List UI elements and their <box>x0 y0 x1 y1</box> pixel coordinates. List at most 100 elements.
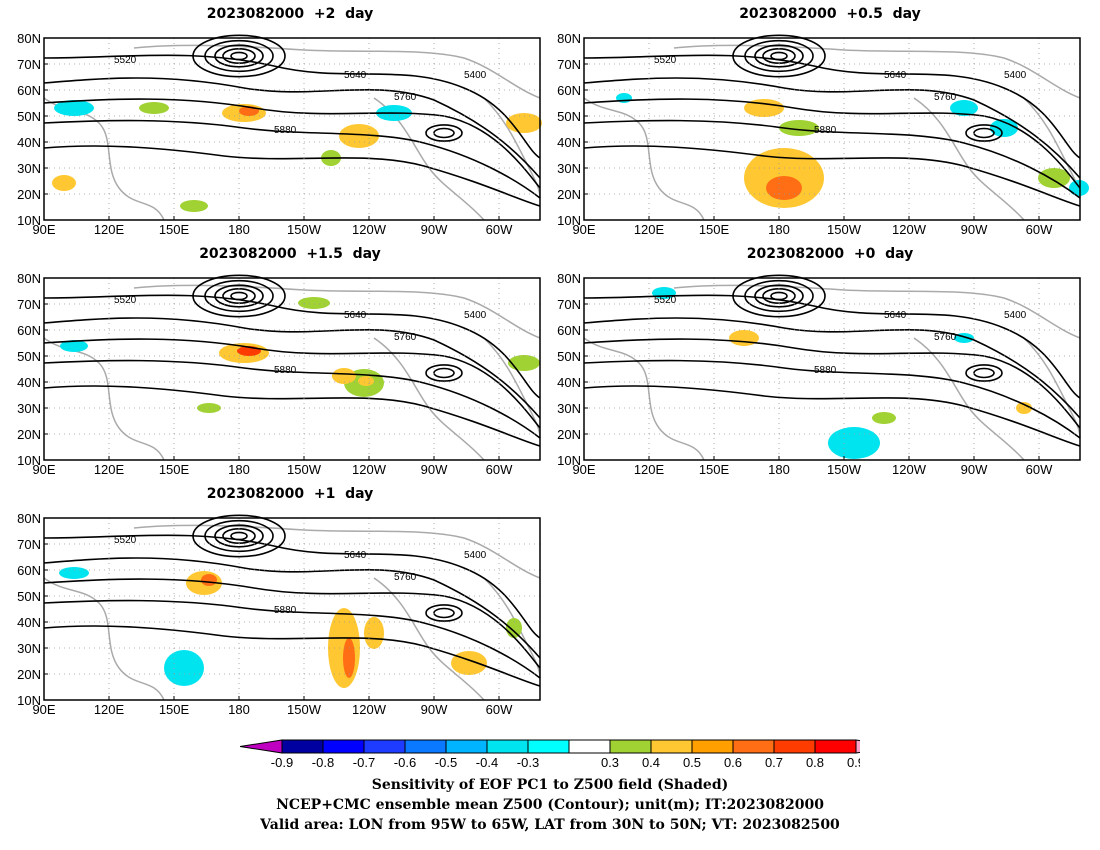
colorbar-box <box>322 739 365 754</box>
panel-plus-0-day: 2023082000 +0 day 5400 5520 5640 5760 5880 80… <box>557 240 1081 477</box>
coast-arctic <box>673 44 1081 99</box>
contour-label: 5760 <box>394 332 417 343</box>
lat-tick-label: 70N <box>557 297 581 312</box>
contour-line <box>583 145 1081 207</box>
colorbar-tick-label: -0.5 <box>435 755 457 770</box>
coast-east-na <box>483 337 541 439</box>
contour-label: 5640 <box>344 310 367 321</box>
lon-tick-label: 60W <box>486 222 513 237</box>
contour-label: 5640 <box>884 310 907 321</box>
contour-label: 5760 <box>934 92 957 103</box>
z500-contours <box>583 34 1081 207</box>
map-plot: 5400 5520 5640 5760 5880 80N 70N 60N 50N 40N 30N 20… <box>17 271 541 477</box>
caption-line-2: NCEP+CMC ensemble mean Z500 (Contour); u… <box>276 797 824 813</box>
colorbar-box <box>773 739 816 754</box>
contour-line <box>43 578 541 669</box>
shading-patch <box>343 638 355 678</box>
contour-label: 5640 <box>344 550 367 561</box>
lat-tick-label: 60N <box>557 83 581 98</box>
panel-plus-1-5-day: 2023082000 +1.5 day 5400 5520 5640 5760 5880… <box>17 240 541 477</box>
lat-tick-label: 60N <box>17 563 41 578</box>
contour-line <box>583 359 1081 439</box>
contour-label: 5400 <box>1004 310 1027 321</box>
contour-line <box>43 294 541 399</box>
lat-tick-label: 50N <box>17 589 41 604</box>
lon-tick-label: 120E <box>94 462 125 477</box>
colorbar-tick-label: 0.3 <box>601 755 619 770</box>
shading-patch <box>729 330 759 346</box>
shading-patch <box>298 297 330 309</box>
contour-label: 5400 <box>464 310 487 321</box>
map-plot: 5400 5520 5640 5760 5880 80N 70N 60N 50N 40N 30N 20… <box>17 511 541 717</box>
plot-frame <box>43 37 541 221</box>
panel-title: 2023082000 +2 day <box>206 6 374 22</box>
contour-line <box>43 338 541 429</box>
lon-tick-label: 180 <box>228 702 250 717</box>
lat-tick-label: 20N <box>17 427 41 442</box>
contour-label: 5400 <box>464 70 487 81</box>
lat-tick-label: 80N <box>17 511 41 526</box>
colorbar-tick-label: 0.9 <box>847 755 860 770</box>
panel-plus-0-5-day: 2023082000 +0.5 day 5400 5520 5640 5760 5880… <box>557 0 1089 237</box>
lon-tick-label: 150E <box>699 222 730 237</box>
contour-line <box>43 385 541 447</box>
lat-tick-label: 30N <box>17 161 41 176</box>
contour-label: 5400 <box>1004 70 1027 81</box>
lat-tick-label: 20N <box>557 187 581 202</box>
colorbar-tick-label: 0.4 <box>642 755 660 770</box>
shading-patch <box>1038 168 1070 188</box>
contour-ring <box>192 34 286 78</box>
colorbar-box <box>281 739 324 754</box>
lat-tick-label: 20N <box>17 667 41 682</box>
contour-ring <box>214 44 264 68</box>
colorbar-box <box>609 739 652 754</box>
caption-line-1: Sensitivity of EOF PC1 to Z500 field (Sh… <box>371 777 729 793</box>
panel-plus-1-day: 2023082000 +1 day 5400 5520 5640 5760 5880 80… <box>17 480 541 717</box>
contour-line <box>583 338 1081 429</box>
lon-tick-label: 90E <box>32 702 55 717</box>
lat-tick-label: 40N <box>557 135 581 150</box>
lon-tick-label: 60W <box>486 702 513 717</box>
contour-label: 5880 <box>814 365 837 376</box>
panel-title: 2023082000 +1 day <box>206 486 374 502</box>
sensitivity-shading <box>616 93 1089 208</box>
lon-tick-label: 180 <box>228 222 250 237</box>
contour-line <box>583 54 1081 159</box>
shading-patch <box>508 355 540 371</box>
contour-line <box>43 557 541 659</box>
shading-patch <box>180 200 208 212</box>
lon-tick-label: 90W <box>421 702 448 717</box>
contour-ring <box>425 364 463 382</box>
lon-tick-label: 120W <box>892 462 927 477</box>
contour-label: 5760 <box>934 332 957 343</box>
contour-ring <box>192 514 286 558</box>
plot-frame <box>43 277 541 461</box>
lon-tick-label: 120W <box>352 462 387 477</box>
contour-ring <box>744 279 814 313</box>
contour-ring <box>770 291 788 301</box>
map-plot: 5400 5520 5640 5760 5880 80N 70N 60N 50N 40N 30N 20… <box>17 31 542 237</box>
lat-tick-label: 70N <box>17 297 41 312</box>
lat-tick-label: 30N <box>17 641 41 656</box>
shading-patch <box>54 100 94 116</box>
colorbar-tick-label: 0.8 <box>806 755 824 770</box>
lat-tick-label: 50N <box>17 349 41 364</box>
lat-tick-label: 80N <box>17 271 41 286</box>
lat-tick-label: 30N <box>557 401 581 416</box>
lon-tick-label: 90W <box>961 222 988 237</box>
lon-tick-label: 60W <box>486 462 513 477</box>
map-plot: 5400 5520 5640 5760 5880 80N 70N 60N 50N 40N 30N 20… <box>557 31 1089 237</box>
contour-ring <box>744 39 814 73</box>
coast-arctic <box>673 284 1081 339</box>
colorbar-arrow-left <box>240 739 283 754</box>
contour-line <box>43 77 541 179</box>
contour-label: 5880 <box>814 125 837 136</box>
contour-line <box>583 98 1081 189</box>
colorbar-box <box>445 739 488 754</box>
shading-patch <box>60 340 88 352</box>
contour-line <box>583 77 1081 179</box>
lon-tick-label: 150E <box>699 462 730 477</box>
sensitivity-shading <box>59 567 522 688</box>
panel-plus-2-day: 2023082000 +2 day 5400 5520 5640 5760 5880 80… <box>17 0 542 237</box>
contour-line <box>43 98 541 189</box>
